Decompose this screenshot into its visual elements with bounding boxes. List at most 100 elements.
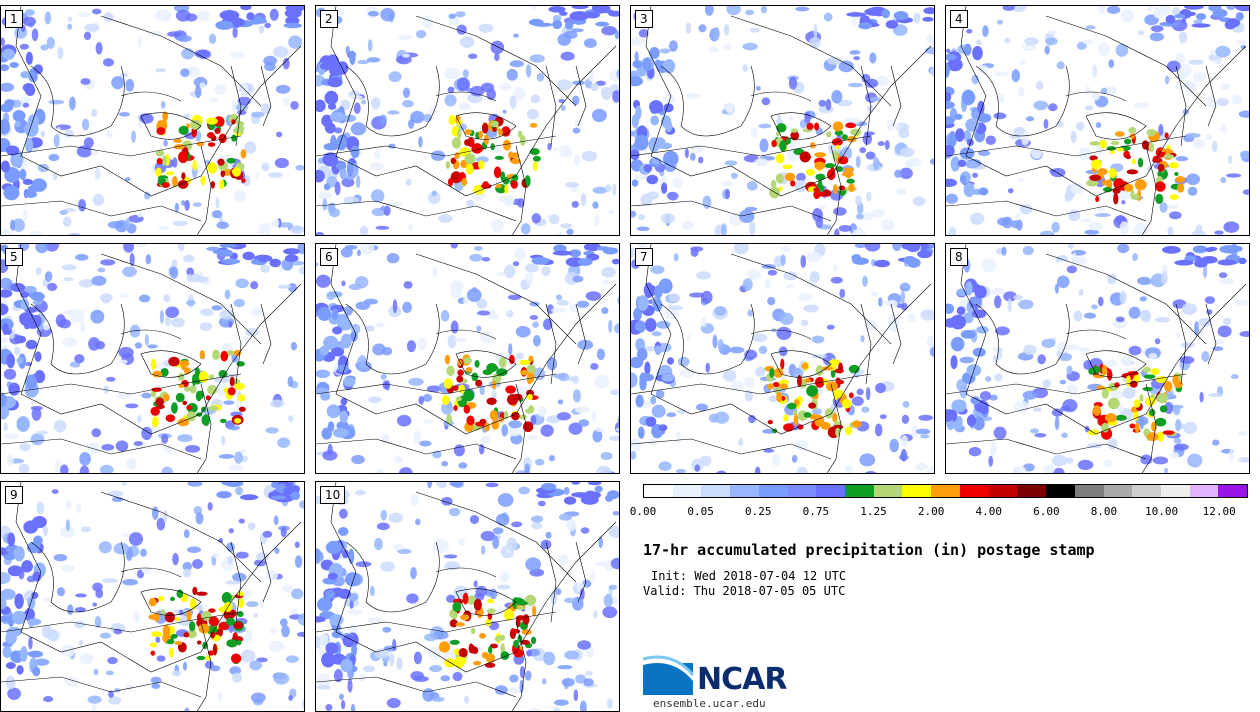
- precip-cell: [1133, 399, 1141, 408]
- precip-cell: [450, 320, 459, 334]
- precip-cell: [83, 31, 92, 41]
- precip-cell: [364, 325, 375, 332]
- map-boundary: [890, 65, 902, 127]
- precip-cell: [950, 355, 958, 370]
- precip-cell: [1089, 141, 1101, 146]
- precip-cell: [1077, 459, 1094, 471]
- precip-cell: [851, 420, 862, 428]
- precip-cell: [316, 673, 332, 687]
- precip-cell: [355, 175, 361, 189]
- precip-cell: [472, 646, 479, 655]
- precip-cell: [809, 36, 821, 49]
- precip-cell: [1095, 196, 1100, 203]
- precip-cell: [763, 448, 775, 453]
- precip-cell: [285, 655, 299, 663]
- precip-cell: [861, 406, 870, 413]
- precip-cell: [155, 9, 172, 21]
- precip-cell: [593, 610, 598, 619]
- precip-cell: [578, 419, 590, 427]
- precip-cell: [1066, 384, 1079, 395]
- precip-cell: [604, 494, 614, 502]
- precip-cell: [1173, 443, 1189, 451]
- member-panel-3: 3: [630, 5, 935, 236]
- precip-cell: [930, 66, 934, 77]
- map-boundary: [1, 373, 242, 395]
- precip-cell: [93, 668, 99, 676]
- colorbar-swatch: [758, 485, 788, 497]
- precip-cell: [656, 320, 671, 329]
- precip-cell: [336, 61, 349, 75]
- precip-cell: [345, 45, 350, 55]
- precip-cell: [500, 171, 506, 182]
- precip-cell: [617, 296, 619, 305]
- precip-cell: [161, 466, 174, 473]
- precip-cell: [529, 54, 545, 63]
- precip-cell: [996, 19, 1003, 25]
- precip-cell: [859, 453, 876, 467]
- precip-cell: [979, 390, 992, 401]
- precip-cell: [806, 385, 819, 397]
- precip-cell: [946, 409, 958, 421]
- precip-cell: [1114, 131, 1125, 137]
- precip-cell: [1052, 467, 1065, 473]
- precip-cell: [7, 687, 21, 700]
- precip-cell: [1093, 374, 1105, 379]
- precip-cell: [745, 9, 755, 16]
- precip-cell: [1023, 344, 1037, 356]
- map-boundary: [30, 541, 125, 613]
- precip-cell: [18, 463, 30, 473]
- precip-cell: [1067, 244, 1075, 249]
- precip-cell: [1152, 456, 1169, 465]
- precip-cell: [522, 614, 530, 625]
- precip-cell: [1217, 325, 1232, 338]
- precip-cell: [224, 482, 244, 488]
- precip-cell: [227, 555, 233, 565]
- precip-cell: [463, 404, 471, 414]
- precip-cell: [978, 65, 989, 75]
- member-panel-1: 1: [0, 5, 305, 236]
- precip-cell: [19, 442, 31, 452]
- precip-map: [631, 244, 934, 473]
- precip-cell: [61, 644, 76, 657]
- precip-cell: [1208, 392, 1224, 398]
- precip-cell: [170, 317, 186, 328]
- precip-cell: [325, 642, 339, 655]
- precip-cell: [896, 303, 905, 308]
- precip-cell: [668, 293, 680, 303]
- precip-cell: [1, 118, 10, 135]
- precip-cell: [864, 319, 878, 332]
- precip-cell: [956, 306, 966, 315]
- precip-cell: [1108, 168, 1117, 179]
- precip-cell: [370, 97, 381, 110]
- precip-cell: [448, 13, 456, 19]
- precip-cell: [537, 500, 546, 507]
- precip-cell: [431, 190, 438, 197]
- precip-cell: [1091, 304, 1098, 310]
- precip-cell: [982, 25, 989, 37]
- precip-cell: [1178, 31, 1188, 44]
- precip-cell: [463, 296, 469, 306]
- precip-cell: [403, 281, 413, 289]
- precip-cell: [1083, 312, 1097, 319]
- precip-cell: [387, 110, 400, 115]
- precip-cell: [556, 79, 572, 91]
- precip-cell: [481, 545, 486, 555]
- precip-cell: [793, 439, 809, 451]
- precip-cell: [519, 414, 527, 420]
- precip-cell: [974, 285, 987, 299]
- precip-cell: [218, 133, 227, 144]
- precip-cell: [855, 155, 861, 168]
- precip-cell: [575, 674, 587, 684]
- precip-cell: [963, 130, 972, 142]
- map-boundary: [140, 588, 202, 616]
- precip-cell: [830, 369, 836, 378]
- precip-cell: [583, 678, 594, 687]
- precip-cell: [1123, 183, 1134, 192]
- precip-cell: [929, 346, 934, 357]
- precip-cell: [744, 389, 754, 402]
- precip-cell: [806, 122, 814, 131]
- precip-cell: [452, 671, 463, 682]
- precip-cell: [879, 414, 887, 420]
- precip-cell: [498, 128, 503, 136]
- precip-cell: [722, 369, 737, 382]
